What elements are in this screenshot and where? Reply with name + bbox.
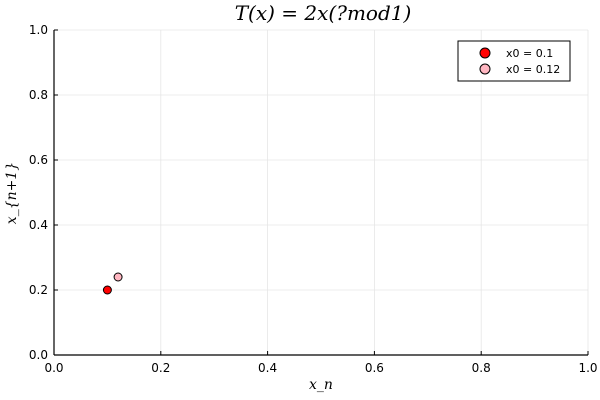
x-ticks: 0.0 0.2 0.4 0.6 0.8 1.0 [44,351,598,375]
legend-marker [479,47,491,59]
data-points [102,272,123,295]
y-tick-label: 1.0 [29,23,48,37]
x-tick-label: 0.6 [365,361,384,375]
legend-marker [479,63,491,75]
legend-label: x0 = 0.12 [506,63,560,76]
y-tick-label: 0.6 [29,153,48,167]
legend: x0 = 0.1 x0 = 0.12 [457,40,571,82]
legend-box [457,40,571,82]
data-point [113,272,123,282]
data-point [102,285,112,295]
y-tick-label: 0.0 [29,348,48,362]
legend-items: x0 = 0.1 x0 = 0.12 [479,47,560,76]
y-tick-label: 0.8 [29,88,48,102]
y-axis-label: x_{n+1} [4,162,20,224]
chart-title: T(x) = 2x(?mod1) [235,1,412,25]
x-tick-label: 0.4 [258,361,277,375]
legend-label: x0 = 0.1 [506,47,553,60]
x-axis-label: x_n [309,377,333,393]
y-tick-label: 0.2 [29,283,48,297]
x-tick-label: 0.2 [151,361,170,375]
x-tick-label: 0.0 [44,361,63,375]
x-tick-label: 0.8 [472,361,491,375]
x-tick-label: 1.0 [578,361,597,375]
y-tick-label: 0.4 [29,218,48,232]
y-ticks: 0.0 0.2 0.4 0.6 0.8 1.0 [29,23,58,362]
